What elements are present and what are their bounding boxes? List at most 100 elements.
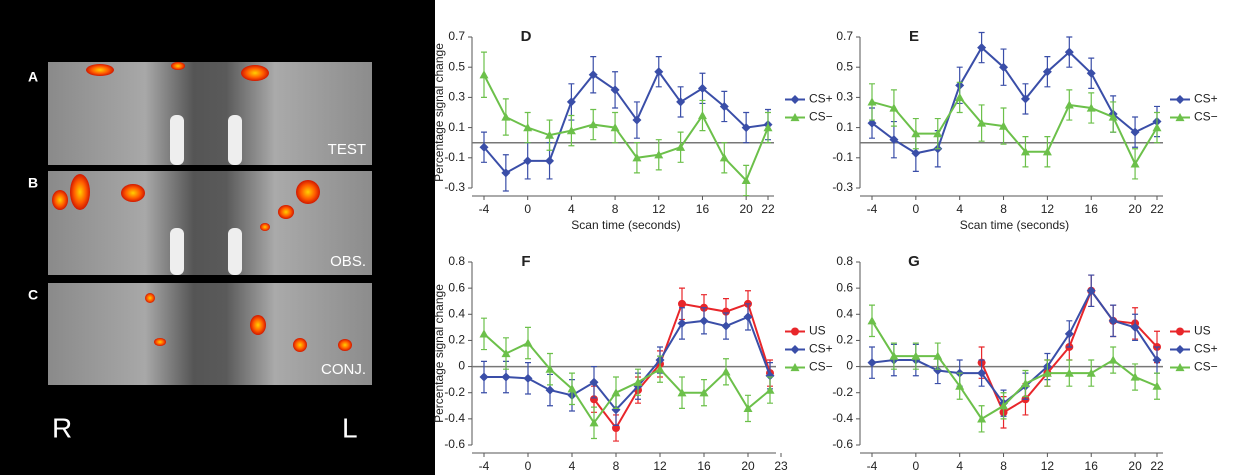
y-tick-label: 0.2	[836, 333, 853, 347]
marker	[654, 150, 664, 159]
series-line	[484, 315, 771, 412]
marker	[654, 67, 664, 77]
marker	[632, 153, 642, 162]
legend-label: US	[809, 324, 826, 338]
marker	[611, 405, 621, 415]
marker	[523, 156, 533, 166]
marker	[501, 168, 511, 178]
y-tick-label: -0.1	[444, 150, 465, 164]
marker	[523, 123, 533, 132]
marker	[590, 395, 598, 404]
marker	[977, 43, 987, 53]
x-tick-label: 0	[525, 459, 532, 473]
y-tick-label: -0.6	[832, 437, 853, 451]
y-tick-label: 0.1	[836, 120, 853, 134]
y-tick-label: 0.5	[836, 59, 853, 73]
marker	[677, 388, 687, 397]
marker	[977, 368, 987, 378]
marker	[1064, 47, 1074, 57]
y-tick-label: 0	[846, 359, 853, 373]
marker	[1086, 103, 1096, 112]
marker	[765, 385, 775, 394]
marker	[479, 142, 489, 152]
legend-marker	[790, 363, 800, 372]
marker	[911, 351, 921, 360]
side-label: L	[342, 412, 358, 443]
x-tick-label: 4	[956, 459, 963, 473]
marker	[1152, 123, 1162, 132]
marker	[566, 126, 576, 135]
panel-label: CONJ.	[321, 361, 366, 378]
x-tick-label: 16	[1085, 202, 1099, 216]
brain-image-panel: A TEST B OBS. C CONJ. R L	[0, 0, 435, 475]
y-tick-label: 0.7	[448, 29, 465, 43]
marker	[479, 70, 489, 79]
y-tick-label: 0.3	[448, 90, 465, 104]
x-tick-label: -4	[479, 202, 490, 216]
marker	[719, 153, 729, 162]
marker	[977, 414, 987, 423]
x-tick-label: 0	[524, 202, 531, 216]
marker	[721, 367, 731, 376]
x-tick-label: 12	[653, 459, 667, 473]
marker	[889, 135, 899, 145]
marker	[1086, 68, 1096, 78]
x-tick-label: 20	[1128, 459, 1142, 473]
marker	[697, 111, 707, 120]
legend-label: CS−	[809, 110, 833, 124]
x-tick-label: 22	[1150, 202, 1164, 216]
legend-marker	[790, 95, 800, 104]
marker	[1064, 329, 1074, 339]
marker	[867, 97, 877, 106]
y-tick-label: -0.3	[832, 180, 853, 194]
marker	[911, 148, 921, 158]
marker	[911, 129, 921, 138]
marker	[1020, 147, 1030, 156]
marker	[632, 115, 642, 125]
y-tick-label: -0.2	[832, 385, 853, 399]
x-tick-label: 4	[569, 459, 576, 473]
x-tick-label: -4	[867, 202, 878, 216]
x-tick-label: 16	[697, 459, 711, 473]
marker	[722, 307, 730, 316]
x-tick-label: 16	[1085, 459, 1099, 473]
panel-letter: B	[28, 175, 38, 191]
marker	[697, 83, 707, 93]
marker	[589, 377, 599, 387]
x-tick-label: -4	[479, 459, 490, 473]
x-tick-label: 8	[612, 202, 619, 216]
y-tick-label: 0.4	[448, 306, 465, 320]
side-label: R	[52, 412, 72, 443]
marker	[1108, 112, 1118, 121]
panel-letter: F	[521, 253, 530, 270]
marker	[699, 388, 709, 397]
x-axis-label: Scan time (seconds)	[571, 218, 680, 232]
legend-label: CS+	[809, 342, 833, 356]
marker	[523, 373, 533, 383]
marker	[1108, 316, 1118, 326]
x-tick-label: 20	[741, 459, 755, 473]
marker	[999, 121, 1009, 130]
marker	[999, 62, 1009, 72]
marker	[1064, 100, 1074, 109]
panel-letter: E	[909, 28, 919, 45]
x-tick-label: 23	[774, 459, 788, 473]
marker	[588, 70, 598, 80]
panel-letter: D	[521, 28, 532, 45]
legend-label: US	[1194, 324, 1211, 338]
y-axis-label: Percentage signal change	[432, 284, 446, 423]
x-tick-label: 12	[1041, 202, 1055, 216]
y-tick-label: 0.6	[836, 280, 853, 294]
marker	[479, 372, 489, 382]
y-axis-label: Percentage signal change	[432, 43, 446, 182]
panel-label: OBS.	[330, 253, 366, 270]
marker	[699, 316, 709, 326]
marker	[545, 130, 555, 139]
x-tick-label: 8	[1000, 202, 1007, 216]
marker	[999, 401, 1009, 410]
x-tick-label: 16	[696, 202, 710, 216]
marker	[567, 384, 577, 393]
marker	[741, 123, 751, 133]
legend-label: CS−	[809, 360, 833, 374]
